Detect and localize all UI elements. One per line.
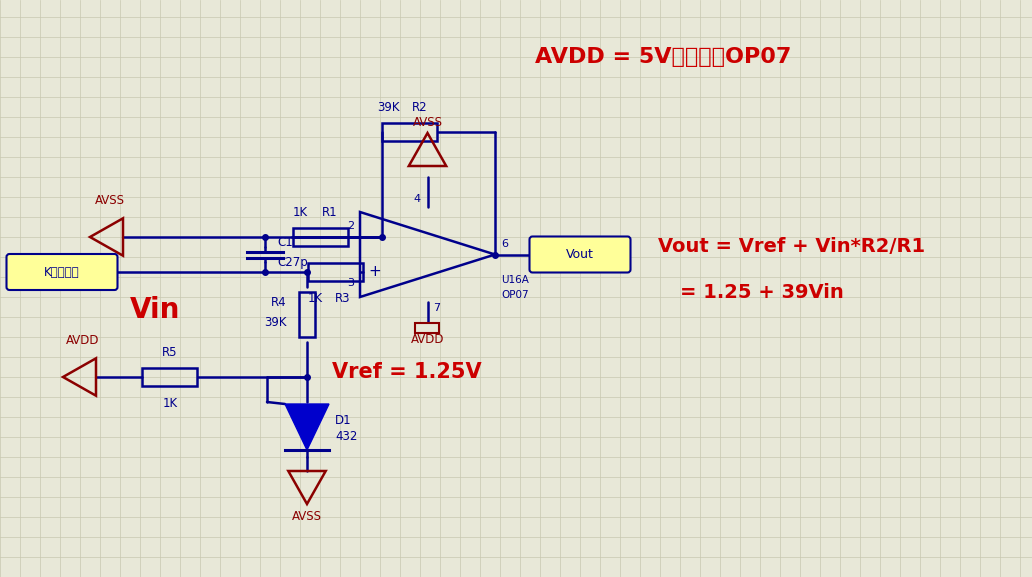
Text: 39K: 39K (377, 101, 399, 114)
Text: C27p: C27p (277, 256, 308, 269)
Bar (299, 292, 315, 337)
Text: 3: 3 (347, 278, 354, 288)
FancyBboxPatch shape (6, 254, 118, 290)
Text: -: - (373, 230, 378, 245)
Text: 432: 432 (335, 430, 357, 444)
Text: 4: 4 (414, 194, 421, 204)
Text: OP07: OP07 (501, 290, 528, 299)
Text: R4: R4 (271, 296, 287, 309)
Text: 6: 6 (501, 238, 508, 249)
Text: 1K: 1K (162, 397, 178, 410)
Text: R2: R2 (412, 101, 428, 114)
Text: Vout: Vout (567, 248, 594, 261)
Text: R5: R5 (162, 346, 178, 359)
Text: +: + (368, 264, 382, 279)
Text: AVDD = 5V，运放为OP07: AVDD = 5V，运放为OP07 (535, 47, 792, 67)
Polygon shape (285, 404, 329, 450)
Text: Vout = Vref + Vin*R2/R1: Vout = Vref + Vin*R2/R1 (658, 238, 925, 257)
Text: U16A: U16A (501, 275, 528, 284)
Bar (142, 368, 197, 386)
Text: R3: R3 (335, 292, 351, 305)
Text: 39K: 39K (264, 316, 287, 329)
Text: 2: 2 (347, 221, 354, 231)
Text: C1: C1 (277, 236, 293, 249)
Text: 1K: 1K (292, 206, 308, 219)
FancyBboxPatch shape (529, 237, 631, 272)
Bar (292, 228, 348, 246)
Bar (416, 323, 440, 333)
Text: AVSS: AVSS (292, 510, 322, 523)
Bar (383, 123, 438, 141)
Text: AVDD: AVDD (66, 334, 100, 347)
Text: 7: 7 (433, 303, 441, 313)
Text: AVDD: AVDD (411, 333, 444, 346)
Text: Vin: Vin (130, 296, 181, 324)
Text: R1: R1 (322, 206, 337, 219)
Text: AVSS: AVSS (95, 194, 125, 207)
Bar (308, 263, 362, 281)
Text: Vref = 1.25V: Vref = 1.25V (332, 362, 482, 382)
Text: = 1.25 + 39Vin: = 1.25 + 39Vin (680, 283, 844, 302)
Text: 1K: 1K (308, 292, 323, 305)
Text: AVSS: AVSS (413, 116, 443, 129)
Text: K型热电偶: K型热电偶 (44, 265, 79, 279)
Text: D1: D1 (335, 414, 352, 428)
